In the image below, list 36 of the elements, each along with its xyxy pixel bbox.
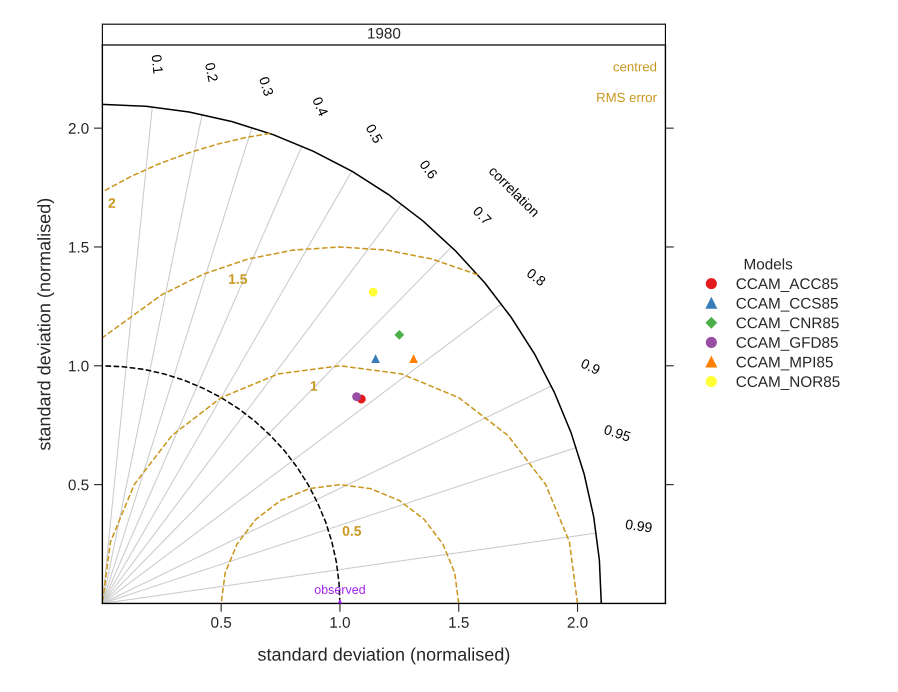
annotation: 0.2 bbox=[204, 62, 218, 82]
legend-title: Models bbox=[744, 258, 792, 270]
y-tick-label: 2.0 bbox=[68, 123, 89, 134]
annotation: 1 bbox=[310, 381, 318, 391]
annotation: 1.5 bbox=[229, 274, 248, 284]
annotation: 0.99 bbox=[625, 519, 652, 533]
annotation: centred bbox=[614, 62, 656, 72]
annotation: 0.95 bbox=[603, 424, 632, 442]
annotation: 0.7 bbox=[472, 206, 492, 226]
annotation: RMS error bbox=[597, 92, 657, 102]
y-tick-label: 0.5 bbox=[68, 479, 89, 490]
annotation: 0.9 bbox=[580, 358, 601, 375]
chart-title: 1980 bbox=[368, 28, 400, 39]
x-axis-title: standard deviation (normalised) bbox=[258, 648, 510, 664]
x-tick-label: 2.0 bbox=[568, 617, 588, 628]
y-tick-label: 1.0 bbox=[69, 360, 89, 372]
x-tick-label: 0.5 bbox=[211, 617, 232, 628]
annotation: 0.8 bbox=[526, 268, 546, 287]
y-tick-label: 1.5 bbox=[69, 242, 89, 253]
annotation: 0.5 bbox=[365, 123, 384, 144]
legend-label: CCAM_CNR85 bbox=[736, 317, 839, 332]
annotation: 2 bbox=[108, 198, 116, 208]
legend-label: CCAM_ACC85 bbox=[736, 278, 838, 292]
annotation: 0.1 bbox=[152, 54, 164, 74]
annotation: 0.6 bbox=[419, 159, 438, 180]
legend-label: CCAM_GFD85 bbox=[736, 337, 838, 351]
legend-label: CCAM_CCS85 bbox=[736, 298, 838, 312]
y-axis-title: standard deviation (normalised) bbox=[37, 198, 54, 450]
annotation: 0.5 bbox=[342, 526, 362, 536]
annotation: observed bbox=[314, 584, 365, 594]
annotation: 0.4 bbox=[312, 96, 329, 117]
legend-label: CCAM_NOR85 bbox=[736, 376, 840, 390]
x-tick-label: 1.0 bbox=[330, 617, 350, 628]
legend-label: CCAM_MPI85 bbox=[736, 356, 833, 370]
x-tick-label: 1.5 bbox=[449, 617, 469, 628]
annotation: 0.3 bbox=[258, 76, 274, 96]
